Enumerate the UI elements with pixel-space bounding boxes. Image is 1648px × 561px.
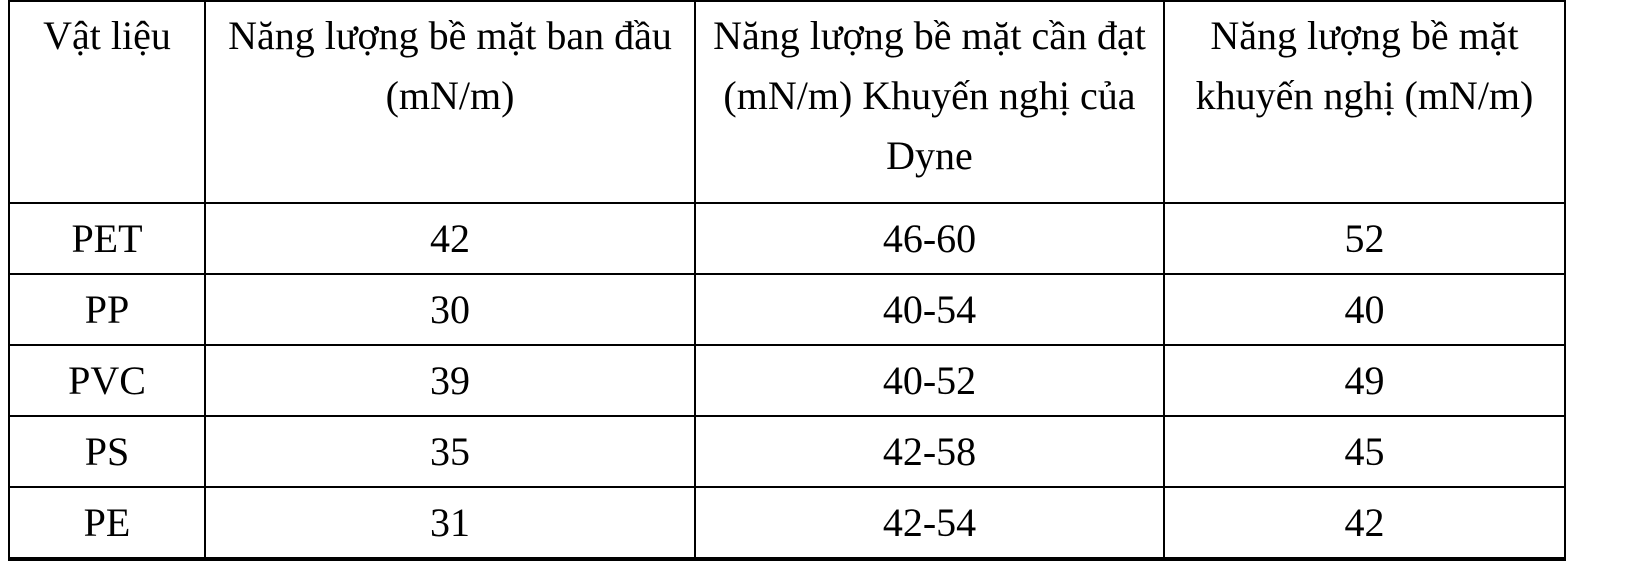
cell-recommended: 42 [1163,486,1566,561]
header-material: Vật liệu [8,0,206,204]
cell-required: 40-52 [694,344,1165,417]
cell-required: 42-54 [694,486,1165,561]
cell-recommended: 49 [1163,344,1566,417]
surface-energy-table: Vật liệu Năng lượng bề mặt ban đầu (mN/m… [8,0,1566,561]
header-recommended-energy: Năng lượng bề mặt khuyến nghị (mN/m) [1163,0,1566,204]
header-required-energy: Năng lượng bề mặt cần đạt (mN/m) Khuyến … [694,0,1165,204]
cell-material: PVC [8,344,206,417]
cell-initial: 30 [204,273,696,346]
cell-initial: 39 [204,344,696,417]
cell-recommended: 52 [1163,202,1566,275]
cell-initial: 35 [204,415,696,488]
cell-material: PP [8,273,206,346]
table-row: PS 35 42-58 45 [8,415,1566,488]
header-initial-energy: Năng lượng bề mặt ban đầu (mN/m) [204,0,696,204]
cell-required: 42-58 [694,415,1165,488]
cell-required: 46-60 [694,202,1165,275]
table-row: PET 42 46-60 52 [8,202,1566,275]
cell-material: PS [8,415,206,488]
table-row: PE 31 42-54 42 [8,486,1566,561]
table-row: PVC 39 40-52 49 [8,344,1566,417]
cell-material: PE [8,486,206,561]
table-row: PP 30 40-54 40 [8,273,1566,346]
header-row: Vật liệu Năng lượng bề mặt ban đầu (mN/m… [8,0,1566,204]
cell-material: PET [8,202,206,275]
cell-initial: 31 [204,486,696,561]
cell-required: 40-54 [694,273,1165,346]
cell-recommended: 45 [1163,415,1566,488]
cell-recommended: 40 [1163,273,1566,346]
cell-initial: 42 [204,202,696,275]
